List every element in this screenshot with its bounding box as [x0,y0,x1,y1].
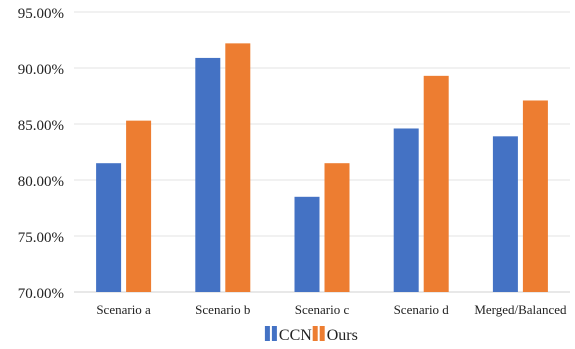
bar-ours-1 [126,120,152,292]
bar-ours-2 [225,43,251,292]
x-axis-tick-labels: Scenario a Scenario b Scenario c Scenario d… [96,302,567,317]
legend-label-ours: Ours [327,327,358,344]
x-tick-label: Merged/Balanced [474,302,567,317]
gridlines [74,11,570,293]
bar-ccn-1 [96,163,122,292]
y-tick-label: 80.00% [18,174,64,190]
bars [96,43,548,292]
x-tick-label: Scenario a [96,302,151,317]
y-tick-label: 85.00% [18,118,64,134]
legend-swatch-ccn [264,326,270,341]
x-tick-label: Scenario b [195,302,250,317]
x-tick-label: Scenario d [394,302,450,317]
legend-label-ccn: CCN [279,327,312,344]
y-axis-tick-labels: 70.00% 75.00% 80.00% 85.00% 90.00% 95.00% [18,6,64,302]
y-tick-label: 70.00% [18,286,64,302]
bar-ccn-2 [195,57,221,292]
legend-swatch-ours [312,326,318,341]
bar-ccn-5 [492,136,518,292]
bar-ours-5 [522,100,548,292]
legend-swatch-ccn [271,326,277,341]
y-tick-label: 90.00% [18,62,64,78]
bar-ccn-4 [393,128,419,292]
legend-swatch-ours [319,326,325,341]
legend: CCN Ours [264,326,358,344]
x-tick-label: Scenario c [295,302,350,317]
bar-ours-4 [423,75,449,292]
y-tick-label: 95.00% [18,6,64,22]
y-tick-label: 75.00% [18,230,64,246]
bar-ccn-3 [294,196,320,292]
bar-ours-3 [324,163,350,292]
